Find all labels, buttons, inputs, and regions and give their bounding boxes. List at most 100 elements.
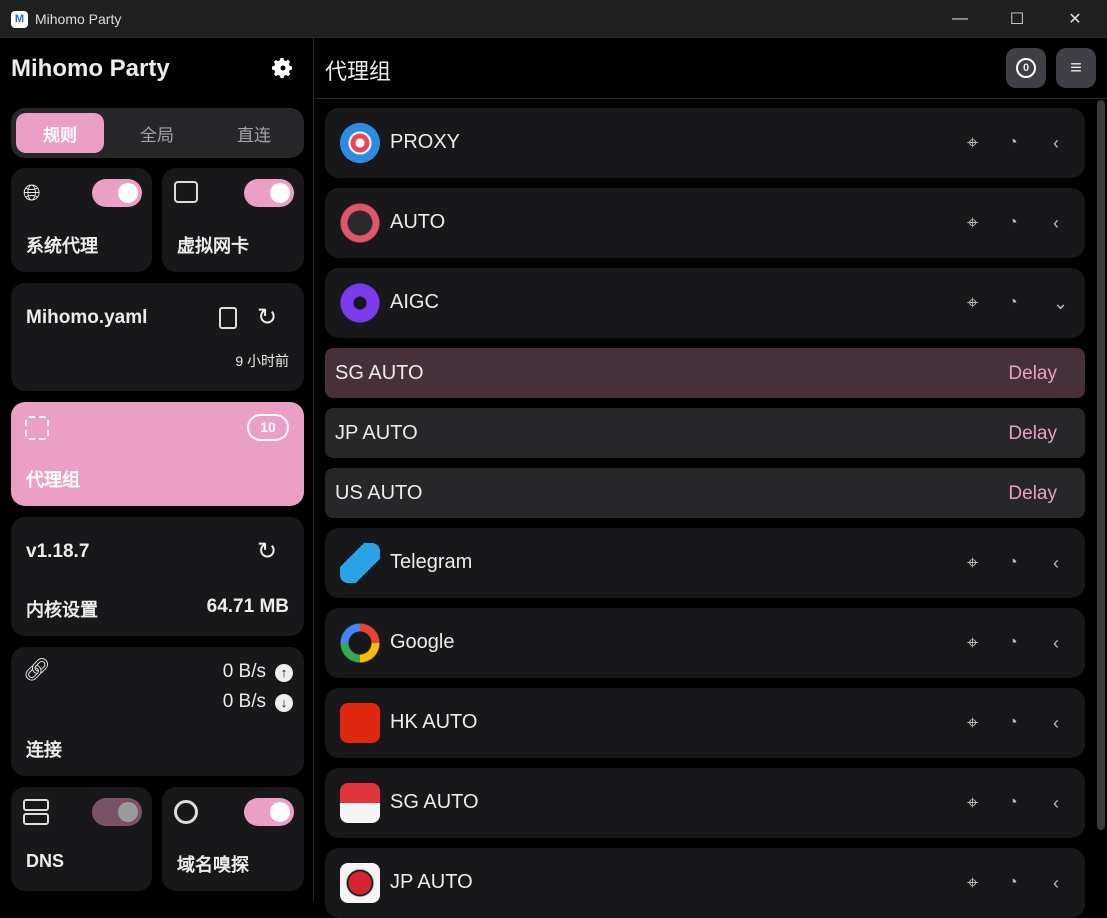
dns-toggle[interactable]: [92, 798, 142, 826]
sniffer-label: 域名嗅探: [177, 855, 249, 875]
close-button[interactable]: ✕: [1068, 11, 1082, 28]
sg-flag-icon: [340, 783, 380, 823]
core-memory: 64.71 MB: [206, 596, 289, 617]
speed-test-gauge-icon[interactable]: ◔: [1008, 214, 1018, 231]
speed-test-gauge-icon[interactable]: ◔: [1008, 874, 1018, 891]
jp-flag-icon: [340, 863, 380, 903]
group-name: Telegram: [390, 551, 473, 573]
group-name: SG AUTO: [390, 791, 479, 813]
locate-crosshair-icon[interactable]: ⌖: [967, 552, 979, 574]
core-card[interactable]: v1.18.7 ↻ 内核设置 64.71 MB: [11, 517, 304, 636]
connections-label: 连接: [26, 740, 62, 760]
menu-lines-icon: ≡: [1070, 56, 1082, 79]
dns-label: DNS: [26, 851, 65, 871]
mode-direct-tab[interactable]: 直连: [237, 125, 271, 145]
profile-card[interactable]: Mihomo.yaml ↻ 9 小时前: [11, 283, 304, 391]
proxy-groups-count-badge: 10: [247, 414, 289, 441]
proxy-group-card[interactable]: Telegram ⌖ ◔ ‹: [325, 528, 1085, 598]
speed-test-gauge-icon[interactable]: ◔: [1008, 794, 1018, 811]
server-icon: [23, 799, 49, 811]
proxy-group-card[interactable]: SG AUTO ⌖ ◔ ‹: [325, 768, 1085, 838]
upload-arrow-icon: ↑: [275, 664, 293, 682]
refresh-icon[interactable]: ↻: [257, 304, 278, 331]
settings-gear-icon[interactable]: [271, 56, 295, 80]
system-proxy-label: 系统代理: [26, 236, 98, 256]
link-icon: 🔗︎: [23, 657, 51, 682]
chevron-left-icon[interactable]: ‹: [1053, 873, 1059, 893]
upload-speed: 0 B/s: [222, 661, 266, 682]
system-proxy-toggle[interactable]: [92, 179, 142, 207]
mode-switcher: 规则 全局 直连: [11, 108, 304, 158]
openai-icon: [340, 283, 380, 323]
chevron-left-icon[interactable]: ‹: [1053, 793, 1059, 813]
page-title: 代理组: [325, 59, 392, 84]
mode-global-tab[interactable]: 全局: [140, 125, 174, 145]
speed-test-gauge-icon[interactable]: ◔: [1008, 294, 1018, 311]
proxy-item[interactable]: US AUTO Delay: [325, 468, 1085, 518]
display-mode-button[interactable]: ≡: [1056, 48, 1096, 88]
proxy-name: US AUTO: [335, 482, 423, 504]
proxy-group-card[interactable]: HK AUTO ⌖ ◔ ‹: [325, 688, 1085, 758]
chevron-left-icon[interactable]: ‹: [1053, 633, 1059, 653]
chevron-left-icon[interactable]: ‹: [1053, 213, 1059, 233]
group-name: JP AUTO: [390, 871, 473, 893]
delay-test-button[interactable]: Delay: [1008, 483, 1057, 504]
delay-sort-button[interactable]: 0: [1006, 48, 1046, 88]
delay-test-button[interactable]: Delay: [1008, 423, 1057, 444]
proxy-name: JP AUTO: [335, 422, 418, 444]
proxy-group-card[interactable]: JP AUTO ⌖ ◔ ‹: [325, 848, 1085, 918]
maximize-button[interactable]: ☐: [1009, 11, 1025, 28]
network-card-icon: [174, 181, 198, 203]
delay-test-button[interactable]: Delay: [1008, 363, 1057, 384]
sniffer-card[interactable]: 域名嗅探: [162, 787, 304, 891]
speed-test-gauge-icon[interactable]: ◔: [1008, 634, 1018, 651]
dns-card[interactable]: DNS: [11, 787, 152, 891]
proxy-item[interactable]: JP AUTO Delay: [325, 408, 1085, 458]
proxy-group-card[interactable]: Google ⌖ ◔ ‹: [325, 608, 1085, 678]
tun-card[interactable]: 虚拟网卡: [162, 168, 304, 272]
chevron-left-icon[interactable]: ‹: [1053, 713, 1059, 733]
locate-crosshair-icon[interactable]: ⌖: [967, 792, 979, 814]
locate-crosshair-icon[interactable]: ⌖: [967, 132, 979, 154]
sniffer-toggle[interactable]: [244, 798, 294, 826]
globe-icon: 🌐︎: [23, 180, 41, 205]
profile-name: Mihomo.yaml: [26, 307, 148, 328]
scrollbar[interactable]: [1097, 100, 1105, 830]
system-proxy-card[interactable]: 🌐︎ 系统代理: [11, 168, 152, 272]
speed-test-gauge-icon[interactable]: ◔: [1008, 554, 1018, 571]
main-panel: 代理组 0 ≡ PROXY ⌖ ◔ ‹ AUTO ⌖ ◔ ‹ AIGC ⌖ ◔ …: [315, 38, 1107, 918]
proxy-group-card[interactable]: AUTO ⌖ ◔ ‹: [325, 188, 1085, 258]
chevron-down-icon[interactable]: ⌄: [1053, 293, 1069, 313]
proxy-groups-label: 代理组: [26, 470, 80, 490]
proxy-group-card[interactable]: AIGC ⌖ ◔ ⌄: [325, 268, 1085, 338]
window-title: Mihomo Party: [35, 11, 122, 27]
app-name: Mihomo Party: [11, 55, 170, 82]
speed-test-gauge-icon[interactable]: ◔: [1008, 134, 1018, 151]
minimize-button[interactable]: —: [952, 10, 968, 27]
mode-rule-tab[interactable]: 规则: [16, 113, 104, 153]
locate-crosshair-icon[interactable]: ⌖: [967, 872, 979, 894]
sniffer-icon: [174, 800, 198, 824]
tun-toggle[interactable]: [244, 179, 294, 207]
group-name: AIGC: [390, 291, 439, 313]
sidebar-item-proxy-groups[interactable]: 10 代理组: [11, 402, 304, 506]
download-speed: 0 B/s: [222, 691, 266, 712]
page-header: 代理组 0 ≡: [315, 38, 1107, 99]
group-name: AUTO: [390, 211, 446, 233]
document-icon[interactable]: [219, 307, 237, 329]
proxy-groups-icon: [25, 416, 49, 440]
core-version: v1.18.7: [26, 541, 90, 562]
locate-crosshair-icon[interactable]: ⌖: [967, 632, 979, 654]
core-restart-icon[interactable]: ↻: [257, 538, 278, 565]
locate-crosshair-icon[interactable]: ⌖: [967, 292, 979, 314]
chevron-left-icon[interactable]: ‹: [1053, 133, 1059, 153]
connections-card[interactable]: 🔗︎ 0 B/s ↑ 0 B/s ↓ 连接: [11, 647, 304, 776]
proxy-item[interactable]: SG AUTO Delay: [325, 348, 1085, 398]
group-name: PROXY: [390, 131, 461, 153]
speed-test-gauge-icon[interactable]: ◔: [1008, 714, 1018, 731]
chevron-left-icon[interactable]: ‹: [1053, 553, 1059, 573]
hk-flag-icon: [340, 703, 380, 743]
locate-crosshair-icon[interactable]: ⌖: [967, 712, 979, 734]
proxy-group-card[interactable]: PROXY ⌖ ◔ ‹: [325, 108, 1085, 178]
locate-crosshair-icon[interactable]: ⌖: [967, 212, 979, 234]
